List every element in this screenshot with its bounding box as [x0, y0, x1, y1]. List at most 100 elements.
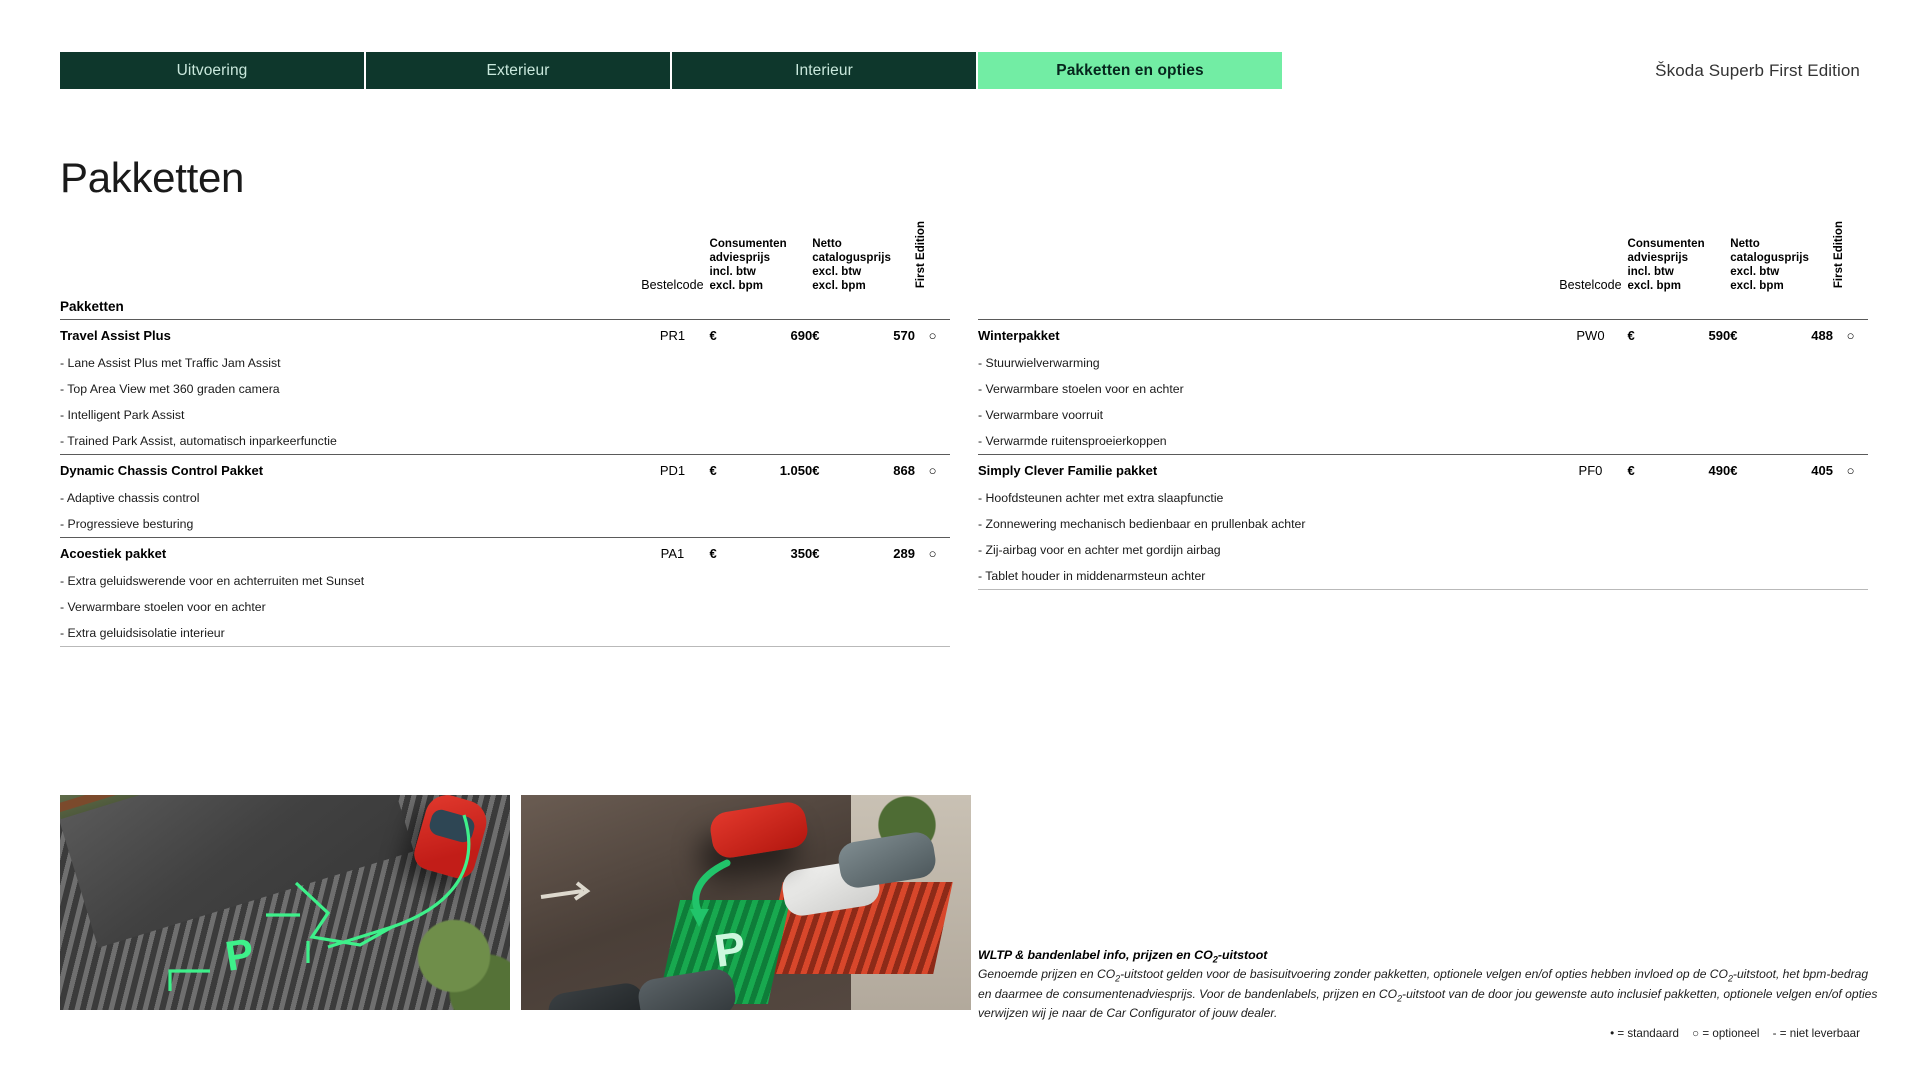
rule-price2-col [1730, 589, 1833, 591]
footnote-line1-a: Genoemde prijzen en CO [978, 967, 1116, 982]
table-section-row: Pakketten [60, 299, 950, 320]
page-title: Pakketten [60, 154, 245, 202]
package-consumer-price: 1.050 [727, 454, 813, 485]
package-row[interactable]: Dynamic Chassis Control Pakket PD1 € 1.0… [60, 454, 950, 485]
feature-row: - Progressieve besturing [60, 511, 950, 538]
feature-label: - Verwarmbare voorruit [978, 408, 1104, 422]
feature-spacer [1553, 402, 1868, 428]
header-nettocatalogusprijs: Netto catalogusprijs excl. btw excl. bpm [1730, 215, 1833, 299]
package-name: Acoestiek pakket [60, 537, 636, 568]
feature-spacer [1553, 428, 1868, 455]
header-first-edition-label: First Edition [1833, 220, 1845, 288]
feature-row: - Verwarmbare stoelen voor en achter [978, 376, 1868, 402]
rule-price2-col [812, 646, 915, 648]
package-netto-price: 405 [1748, 454, 1833, 485]
package-row[interactable]: Winterpakket PW0 € 590 € 488 ○ [978, 319, 1868, 350]
package-row[interactable]: Travel Assist Plus PR1 € 690 € 570 ○ [60, 319, 950, 350]
package-bestelcode: PD1 [635, 454, 710, 485]
header-line-2: catalogusprijs [1730, 251, 1809, 264]
package-bestelcode: PR1 [635, 319, 710, 350]
header-line-2: catalogusprijs [812, 251, 891, 264]
header-line-1: Consumenten [1627, 237, 1705, 250]
footnote-line2-sub2: 2 [1397, 993, 1403, 1004]
table-closing-rule [60, 646, 950, 648]
rule-price1-col [1627, 589, 1731, 591]
feature-label: - Extra geluidswerende voor en achterrui… [60, 574, 365, 588]
section-spacer [1645, 299, 1731, 320]
nav-tab-interieur[interactable]: Interieur [672, 52, 978, 89]
currency-symbol: € [812, 537, 831, 568]
feature-label: - Zonnewering mechanisch bedienbaar en p… [978, 517, 1306, 531]
header-first-edition: First Edition [915, 215, 950, 299]
header-line-4: excl. bpm [1730, 279, 1784, 292]
package-name: Winterpakket [978, 328, 1060, 343]
nav-tab-uitvoering[interactable]: Uitvoering [60, 52, 366, 89]
nav-tab-exterieur[interactable]: Exterieur [366, 52, 672, 89]
package-name: Travel Assist Plus [60, 328, 171, 343]
feature-row: - Top Area View met 360 graden camera [60, 376, 950, 402]
feature-spacer [635, 402, 950, 428]
table-closing-rule [978, 589, 1868, 591]
feature-spacer [635, 376, 950, 402]
feature-row: - Intelligent Park Assist [60, 402, 950, 428]
header-line-4: excl. bpm [812, 279, 866, 292]
feature-spacer [635, 568, 950, 594]
availability-marker: ○ [1833, 454, 1868, 485]
rule-name-col [978, 589, 1554, 591]
currency-symbol: € [1730, 454, 1749, 485]
footnote-line2-b: -uitstoot, het bpm-bedrag en daarmee de … [978, 967, 1869, 1001]
feature-row: - Verwarmbare stoelen voor en achter [60, 594, 950, 620]
package-netto-price: 488 [1748, 319, 1833, 350]
feature-spacer [635, 350, 950, 376]
svg-text:P: P [711, 921, 749, 977]
feature-spacer [635, 594, 950, 620]
feature-row: - Adaptive chassis control [60, 485, 950, 511]
feature-label: - Adaptive chassis control [60, 491, 200, 505]
rule-code-col [1553, 589, 1628, 591]
rule-code-col [635, 646, 710, 648]
package-row[interactable]: Simply Clever Familie pakket PF0 € 490 €… [978, 454, 1868, 485]
section-navigation[interactable]: Uitvoering Exterieur Interieur Pakketten… [60, 52, 1282, 89]
package-bestelcode: PF0 [1553, 454, 1628, 485]
feature-label: - Zij-airbag voor en achter met gordijn … [978, 543, 1221, 557]
package-netto-price: 570 [830, 319, 915, 350]
package-bestelcode: PW0 [1553, 319, 1628, 350]
header-nettocatalogusprijs: Netto catalogusprijs excl. btw excl. bpm [812, 215, 915, 299]
nav-tab-label: Uitvoering [176, 61, 248, 79]
table-header-row: Bestelcode Consumenten adviesprijs incl.… [978, 215, 1868, 299]
currency-symbol: € [709, 537, 728, 568]
photo-parking-path-overlay: P [168, 814, 471, 991]
package-consumer-price: 350 [727, 537, 813, 568]
currency-symbol: € [812, 454, 831, 485]
section-spacer [915, 299, 950, 320]
package-row[interactable]: Acoestiek pakket PA1 € 350 € 289 ○ [60, 537, 950, 568]
section-label: Pakketten [60, 299, 636, 320]
legend-standard: • = standaard [1610, 1027, 1679, 1040]
feature-spacer [1553, 511, 1868, 537]
package-netto-price: 289 [830, 537, 915, 568]
feature-row: - Stuurwielverwarming [978, 350, 1868, 376]
legend-optional: ○ = optioneel [1692, 1027, 1760, 1040]
header-bestelcode: Bestelcode [641, 277, 704, 292]
nav-tab-pakketten-en-opties[interactable]: Pakketten en opties [978, 52, 1282, 89]
feature-spacer [1553, 537, 1868, 563]
availability-marker: ○ [915, 319, 950, 350]
table-header-row: Bestelcode Consumenten adviesprijs incl.… [60, 215, 950, 299]
header-line-3: excl. btw [812, 265, 862, 278]
header-line-1: Consumenten [709, 237, 787, 250]
package-name: Simply Clever Familie pakket [978, 454, 1554, 485]
header-line-1: Netto [1730, 237, 1760, 250]
currency-symbol: € [1627, 454, 1646, 485]
nav-tab-label: Exterieur [486, 61, 550, 79]
footnote-title: WLTP & bandenlabel info, prijzen en CO2-… [978, 948, 1878, 964]
currency-symbol: € [812, 319, 831, 350]
legend-unavailable: - = niet leverbaar [1772, 1027, 1860, 1040]
footnote-line3: de door jou gewenste auto inclusief pakk… [978, 986, 1878, 1021]
header-line-3: incl. btw [709, 265, 756, 278]
feature-label: - Stuurwielverwarming [978, 356, 1100, 370]
feature-row: - Verwarmde ruitensproeierkoppen [978, 428, 1868, 455]
feature-row: - Hoofdsteunen achter met extra slaapfun… [978, 485, 1868, 511]
section-spacer [1730, 299, 1749, 320]
section-spacer [812, 299, 831, 320]
currency-symbol: € [1730, 319, 1749, 350]
